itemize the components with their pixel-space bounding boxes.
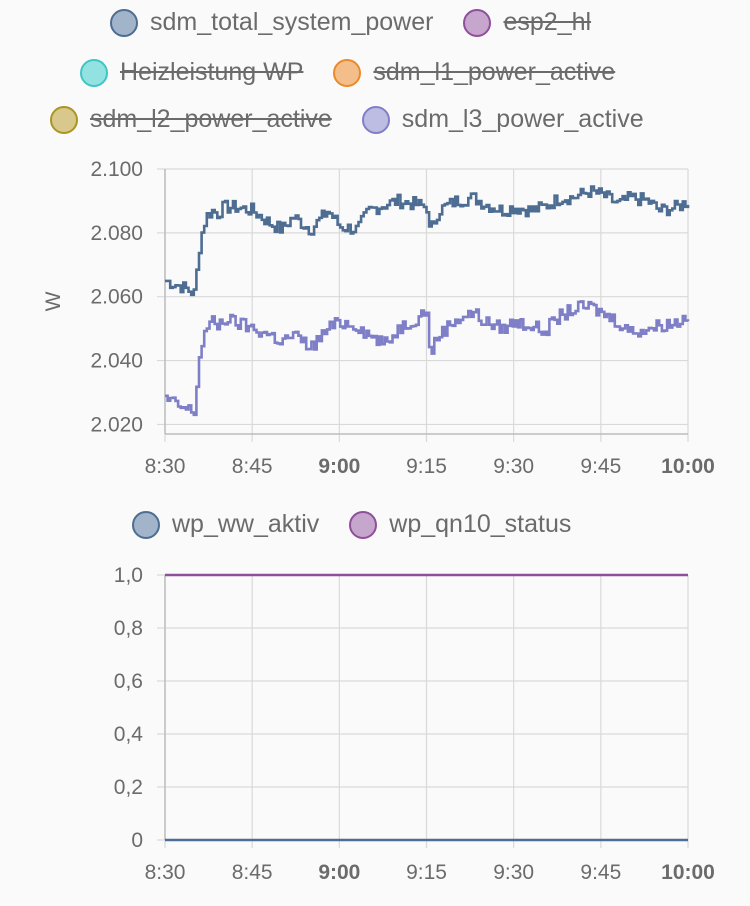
legend-swatch [349, 510, 378, 539]
x-tick-label: 8:30 [145, 861, 186, 884]
y-tick-label: 2.020 [90, 413, 143, 436]
legend-label: esp2_hl [503, 8, 592, 36]
legend-swatch [361, 105, 390, 134]
chart2-legend-row: wp_ww_aktiv wp_qn10_status [132, 510, 571, 539]
x-tick-label: 10:00 [661, 455, 715, 478]
legend-item-sdm-l1-power-active[interactable]: sdm_l1_power_active [333, 58, 615, 87]
x-tick-label: 9:00 [318, 455, 360, 478]
x-tick-label: 10:00 [661, 861, 715, 884]
y-axis-label: W [42, 291, 65, 311]
y-tick-label: 0,6 [114, 670, 143, 693]
y-tick-label: 2.080 [90, 222, 143, 245]
legend-swatch [110, 8, 138, 37]
y-tick-label: 0,4 [114, 723, 144, 746]
y-tick-label: 0,8 [114, 617, 143, 640]
legend-label: Heizleistung WP [120, 58, 304, 86]
legend-item-sdm-total-system-power[interactable]: sdm_total_system_power [110, 8, 433, 37]
legend-swatch [80, 58, 108, 87]
x-tick-label: 8:45 [232, 861, 273, 884]
x-tick-label: 9:15 [406, 455, 447, 478]
y-tick-label: 2.040 [90, 350, 143, 373]
x-tick-label: 9:45 [580, 455, 621, 478]
legend-swatch [333, 58, 362, 87]
legend-item-wp-qn10-status[interactable]: wp_qn10_status [349, 510, 571, 539]
y-tick-label: 1,0 [114, 564, 143, 587]
legend-item-esp2-hl[interactable]: esp2_hl [463, 8, 591, 37]
legend-item-sdm-l3-power-active[interactable]: sdm_l3_power_active [361, 105, 644, 134]
legend-label: sdm_l1_power_active [373, 58, 616, 86]
chart1-legend-row-2: Heizleistung WP sdm_l1_power_active [80, 58, 615, 87]
x-tick-label: 8:45 [232, 455, 273, 478]
legend-item-heizleistung-wp[interactable]: Heizleistung WP [80, 58, 303, 87]
legend-swatch [132, 510, 160, 539]
chart1-legend-row-3: sdm_l2_power_active sdm_l3_power_active [50, 105, 644, 134]
legend-item-wp-ww-aktiv[interactable]: wp_ww_aktiv [132, 510, 319, 539]
x-tick-label: 9:45 [580, 861, 621, 884]
y-tick-label: 0,2 [114, 776, 143, 799]
legend-label: sdm_total_system_power [150, 8, 434, 36]
x-tick-label: 9:00 [318, 861, 360, 884]
x-tick-label: 9:30 [493, 861, 534, 884]
y-tick-label: 2.100 [90, 158, 143, 181]
series-line-sdm-l3-power-active [165, 300, 690, 417]
series-line-sdm-total-system-power [165, 185, 690, 297]
y-tick-label: 2.060 [90, 286, 143, 309]
x-tick-label: 8:30 [145, 455, 186, 478]
legend-label: sdm_l3_power_active [401, 105, 644, 133]
chart1-legend-row-1: sdm_total_system_power esp2_hl [110, 8, 591, 37]
x-tick-label: 9:30 [493, 455, 534, 478]
power-chart: 8:30 8:45 9:00 9:15 9:30 9:45 10:00 2.100 2.080 2… [42, 158, 715, 478]
legend-swatch [463, 8, 492, 37]
legend-label: sdm_l2_power_active [90, 105, 332, 133]
legend-label: wp_ww_aktiv [172, 510, 320, 538]
x-tick-label: 9:15 [406, 861, 447, 884]
y-tick-label: 0 [131, 829, 143, 852]
legend-label: wp_qn10_status [389, 510, 572, 538]
legend-swatch [50, 105, 78, 134]
legend-item-sdm-l2-power-active[interactable]: sdm_l2_power_active [50, 105, 332, 134]
